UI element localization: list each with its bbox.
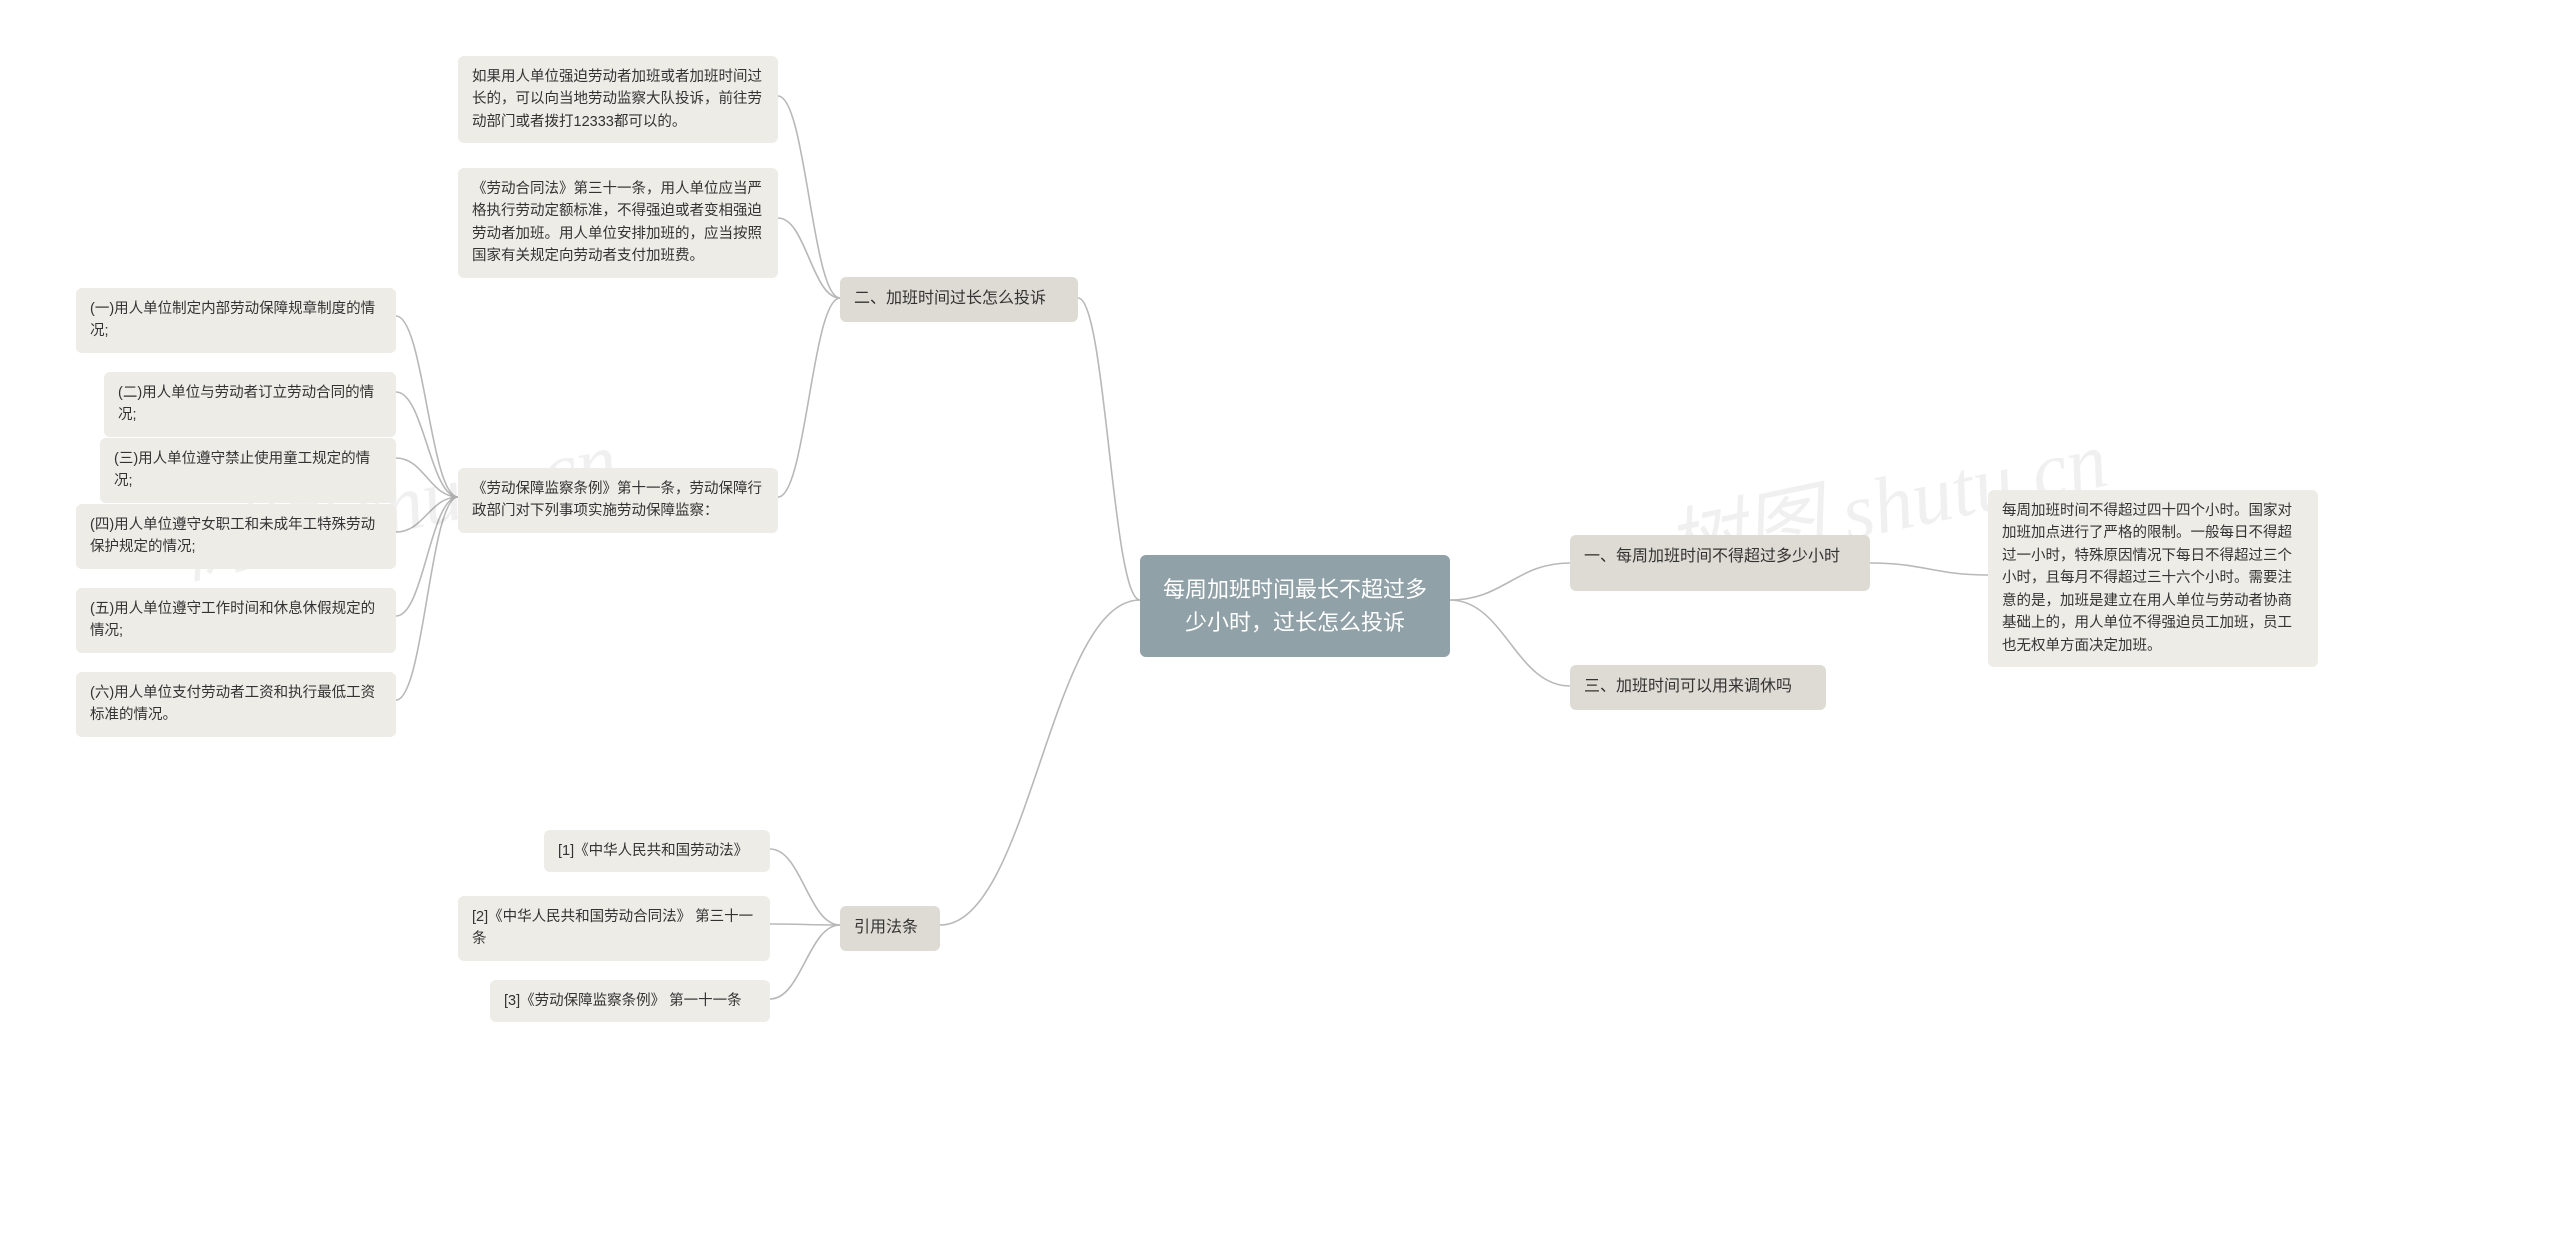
node-section-2-complain[interactable]: 如果用人单位强迫劳动者加班或者加班时间过长的，可以向当地劳动监察大队投诉，前往劳… [458, 56, 778, 143]
node-section-3[interactable]: 三、加班时间可以用来调休吗 [1570, 665, 1826, 710]
node-citation-2[interactable]: [2]《中华人民共和国劳动合同法》 第三十一条 [458, 896, 770, 961]
node-inspection-item-4[interactable]: (四)用人单位遵守女职工和未成年工特殊劳动保护规定的情况; [76, 504, 396, 569]
node-section-2[interactable]: 二、加班时间过长怎么投诉 [840, 277, 1078, 322]
node-section-2-law31[interactable]: 《劳动合同法》第三十一条，用人单位应当严格执行劳动定额标准，不得强迫或者变相强迫… [458, 168, 778, 278]
node-citations[interactable]: 引用法条 [840, 906, 940, 951]
node-inspection-item-6[interactable]: (六)用人单位支付劳动者工资和执行最低工资标准的情况。 [76, 672, 396, 737]
node-inspection-item-3[interactable]: (三)用人单位遵守禁止使用童工规定的情况; [100, 438, 396, 503]
node-citation-1[interactable]: [1]《中华人民共和国劳动法》 [544, 830, 770, 872]
node-root[interactable]: 每周加班时间最长不超过多少小时，过长怎么投诉 [1140, 555, 1450, 657]
node-inspection-item-1[interactable]: (一)用人单位制定内部劳动保障规章制度的情况; [76, 288, 396, 353]
node-section-1-detail[interactable]: 每周加班时间不得超过四十四个小时。国家对加班加点进行了严格的限制。一般每日不得超… [1988, 490, 2318, 667]
node-inspection-item-2[interactable]: (二)用人单位与劳动者订立劳动合同的情况; [104, 372, 396, 437]
node-citation-3[interactable]: [3]《劳动保障监察条例》 第一十一条 [490, 980, 770, 1022]
node-section-2-regulation[interactable]: 《劳动保障监察条例》第十一条，劳动保障行政部门对下列事项实施劳动保障监察： [458, 468, 778, 533]
node-inspection-item-5[interactable]: (五)用人单位遵守工作时间和休息休假规定的情况; [76, 588, 396, 653]
node-section-1[interactable]: 一、每周加班时间不得超过多少小时 [1570, 535, 1870, 591]
